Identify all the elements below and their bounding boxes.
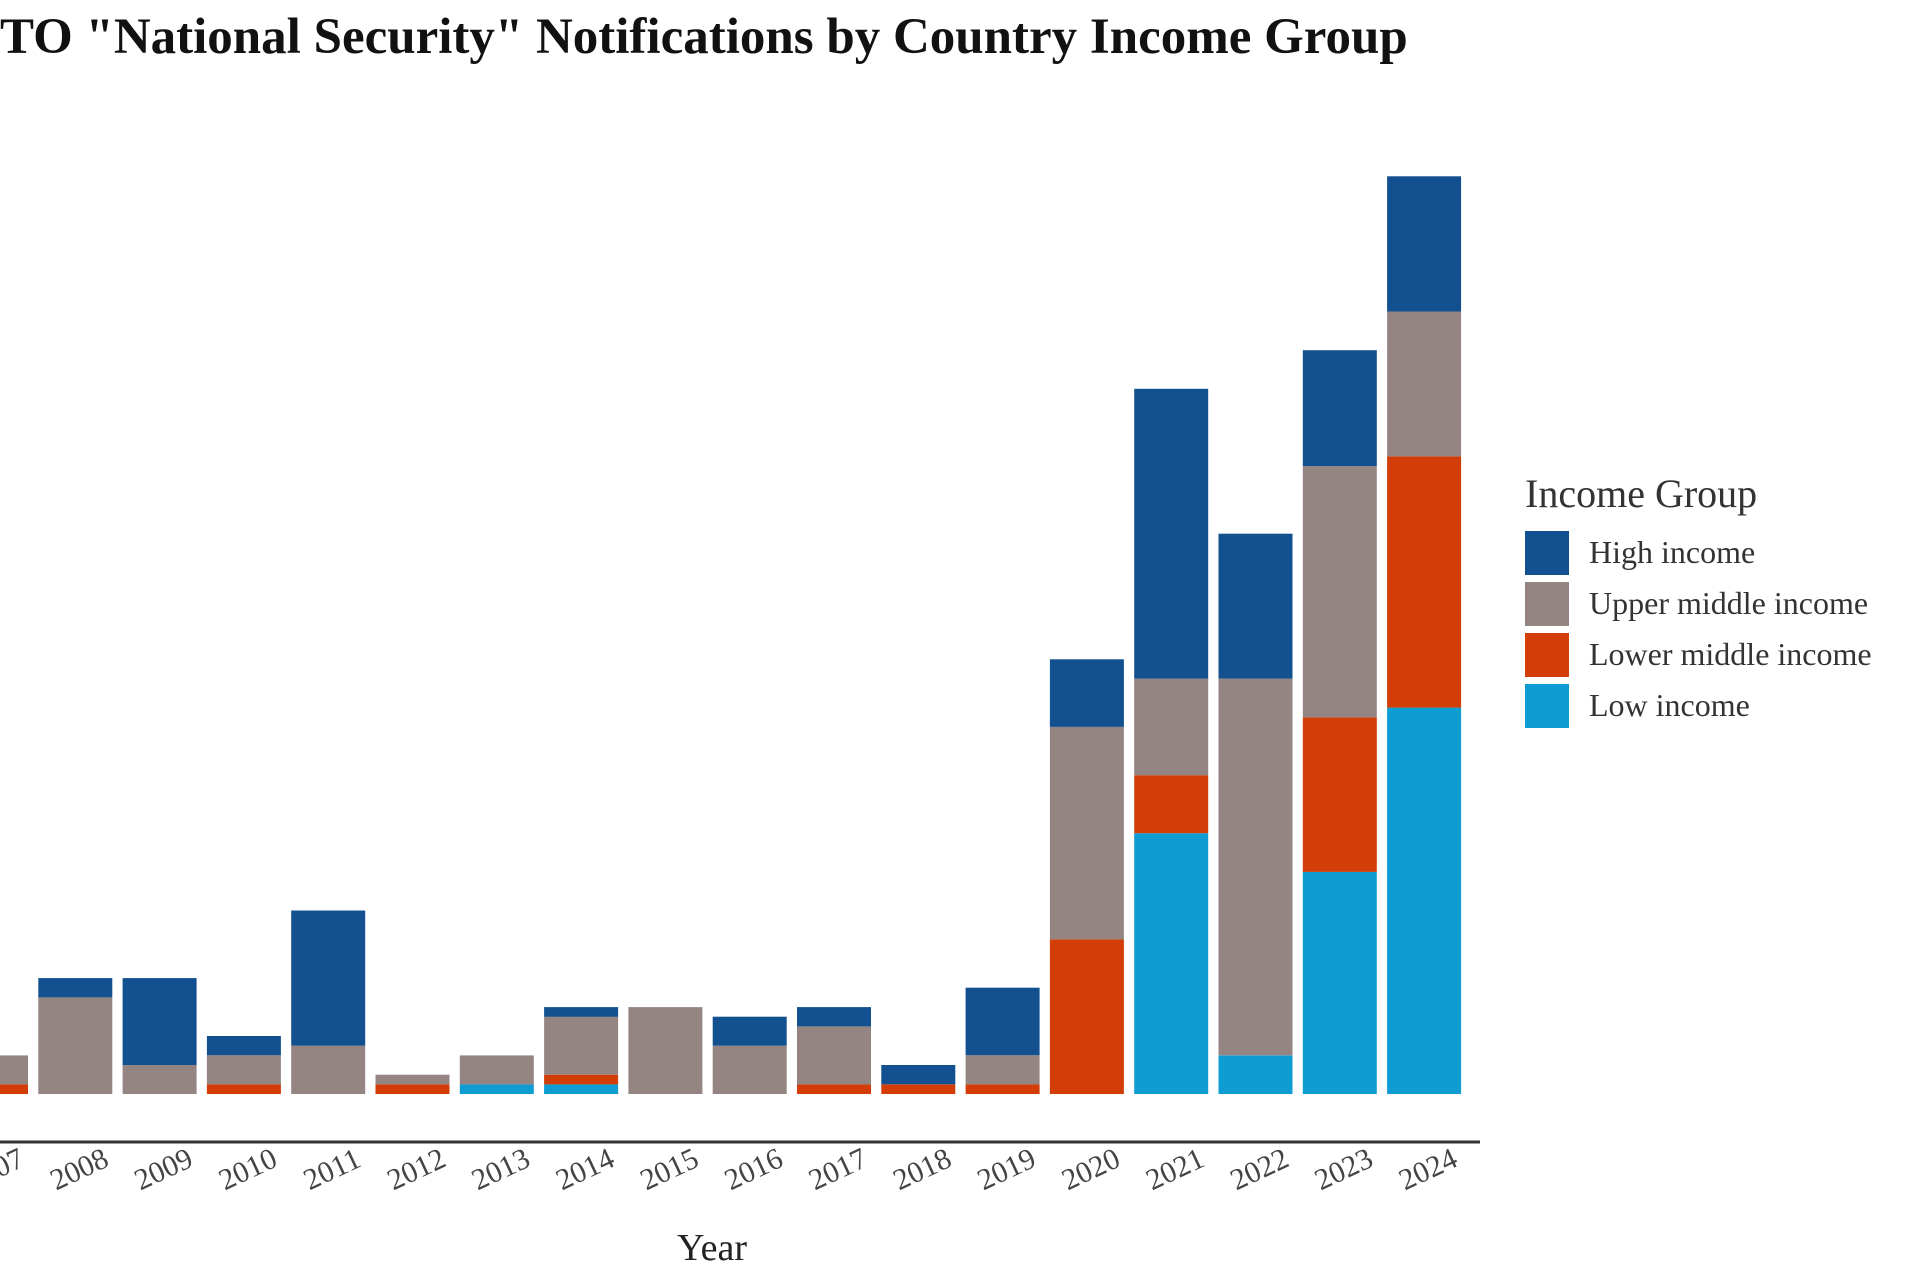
bar-segment-2016-high-income	[712, 1016, 787, 1046]
x-tick-label-2008: 2008	[45, 1142, 113, 1197]
bar-segment-2024-lower-middle-income	[1387, 456, 1462, 708]
x-tick-label-2017: 2017	[804, 1142, 872, 1197]
bar-segment-2017-high-income	[797, 1007, 871, 1027]
x-tick-label-2020: 2020	[1057, 1142, 1125, 1197]
bar-segment-2021-upper-middle-income	[1134, 678, 1209, 776]
bar-segment-2016-upper-middle-income	[712, 1045, 787, 1094]
x-tick-label-2014: 2014	[551, 1142, 619, 1197]
bar-segment-2020-high-income	[1049, 659, 1124, 727]
bar-segment-2007-lower-middle-income	[0, 1084, 28, 1094]
legend-label-upper-middle-income: Upper middle income	[1589, 585, 1869, 621]
legend-items: High income Upper middle income Lower midd…	[1525, 527, 1872, 731]
bar-segment-2008-upper-middle-income	[38, 997, 113, 1094]
legend-swatch-high-income	[1525, 530, 1569, 575]
bar-segment-2010-upper-middle-income	[206, 1055, 281, 1085]
x-tick-label-2024: 2024	[1394, 1142, 1462, 1197]
x-tick-label-2015: 2015	[635, 1142, 703, 1197]
bar-segment-2012-lower-middle-income	[375, 1084, 450, 1094]
bar-segment-2024-upper-middle-income	[1387, 311, 1462, 457]
bar-segment-2017-lower-middle-income	[797, 1084, 871, 1094]
x-tick-label-2012: 2012	[382, 1142, 450, 1197]
bar-segment-2009-high-income	[122, 978, 197, 1065]
chart-title: TO "National Security" Notifications by …	[0, 9, 1408, 65]
bar-segment-2018-high-income	[881, 1065, 956, 1085]
legend-swatch-low-income	[1525, 683, 1569, 728]
bar-segment-2021-low-income	[1134, 833, 1209, 1094]
bar-segment-2017-upper-middle-income	[797, 1026, 871, 1085]
bar-segment-2022-low-income	[1218, 1055, 1293, 1094]
bar-segment-2008-high-income	[38, 978, 113, 998]
legend-item-low-income: Low income	[1525, 680, 1872, 731]
bar-segment-2020-upper-middle-income	[1049, 726, 1124, 940]
legend-label-low-income: Low income	[1589, 687, 1750, 723]
x-tick-label-2009: 2009	[129, 1142, 197, 1197]
bar-segment-2009-upper-middle-income	[122, 1065, 197, 1094]
x-tick-label-2021: 2021	[1141, 1142, 1209, 1197]
bar-segment-2021-high-income	[1134, 388, 1209, 679]
bar-segment-2023-lower-middle-income	[1302, 717, 1377, 872]
bar-segment-2023-high-income	[1302, 350, 1377, 467]
bar-segment-2024-high-income	[1387, 176, 1462, 312]
x-tick-label-2010: 2010	[214, 1142, 282, 1197]
bar-segment-2022-upper-middle-income	[1218, 678, 1293, 1056]
x-tick-labels: 2007 2008 2009 2010 2011 2012 2013 2014 2015 2016…	[0, 1142, 1462, 1197]
bar-segment-2012-upper-middle-income	[375, 1074, 450, 1085]
x-tick-label-2019: 2019	[972, 1142, 1040, 1197]
legend-title: Income Group	[1525, 471, 1758, 516]
bar-segment-2013-upper-middle-income	[459, 1055, 534, 1085]
x-tick-label-2018: 2018	[888, 1142, 956, 1197]
bar-segment-2023-low-income	[1302, 871, 1377, 1094]
bar-segment-2021-lower-middle-income	[1134, 775, 1209, 834]
legend-item-lower-middle-income: Lower middle income	[1525, 629, 1872, 680]
x-tick-label-2023: 2023	[1310, 1142, 1378, 1197]
x-axis-title: Year	[677, 1227, 747, 1269]
x-tick-label-2007: 2007	[0, 1142, 29, 1197]
legend-swatch-lower-middle-income	[1525, 632, 1569, 677]
bar-segment-2013-low-income	[459, 1084, 534, 1094]
bar-segment-2014-upper-middle-income	[544, 1016, 619, 1075]
bars-layer	[0, 176, 1462, 1094]
bar-segment-2007-upper-middle-income	[0, 1055, 28, 1085]
bar-segment-2024-low-income	[1387, 707, 1462, 1094]
x-tick-label-2022: 2022	[1225, 1142, 1293, 1197]
bar-segment-2022-high-income	[1218, 533, 1293, 679]
legend-swatch-upper-middle-income	[1525, 581, 1569, 626]
bar-segment-2019-high-income	[965, 987, 1040, 1056]
bar-segment-2014-high-income	[544, 1007, 619, 1017]
bar-segment-2015-upper-middle-income	[628, 1007, 703, 1094]
bar-segment-2019-upper-middle-income	[965, 1055, 1040, 1085]
bar-segment-2020-lower-middle-income	[1049, 939, 1124, 1094]
bar-segment-2014-low-income	[544, 1084, 619, 1094]
x-tick-label-2016: 2016	[720, 1142, 788, 1197]
x-tick-label-2013: 2013	[467, 1142, 535, 1197]
legend-label-lower-middle-income: Lower middle income	[1589, 636, 1872, 672]
bar-segment-2019-lower-middle-income	[965, 1084, 1040, 1094]
bar-segment-2010-lower-middle-income	[206, 1084, 281, 1094]
legend-item-upper-middle-income: Upper middle income	[1525, 578, 1872, 629]
legend-label-high-income: High income	[1589, 534, 1756, 570]
bar-segment-2011-high-income	[291, 910, 366, 1046]
bar-segment-2023-upper-middle-income	[1302, 466, 1377, 718]
legend: Income Group High income Upper middle inc…	[1525, 470, 1872, 731]
legend-item-high-income: High income	[1525, 527, 1872, 578]
bar-segment-2014-lower-middle-income	[544, 1074, 619, 1085]
bar-segment-2011-upper-middle-income	[291, 1045, 366, 1094]
bar-segment-2010-high-income	[206, 1036, 281, 1056]
x-tick-label-2011: 2011	[299, 1142, 366, 1197]
bar-segment-2018-lower-middle-income	[881, 1084, 956, 1094]
